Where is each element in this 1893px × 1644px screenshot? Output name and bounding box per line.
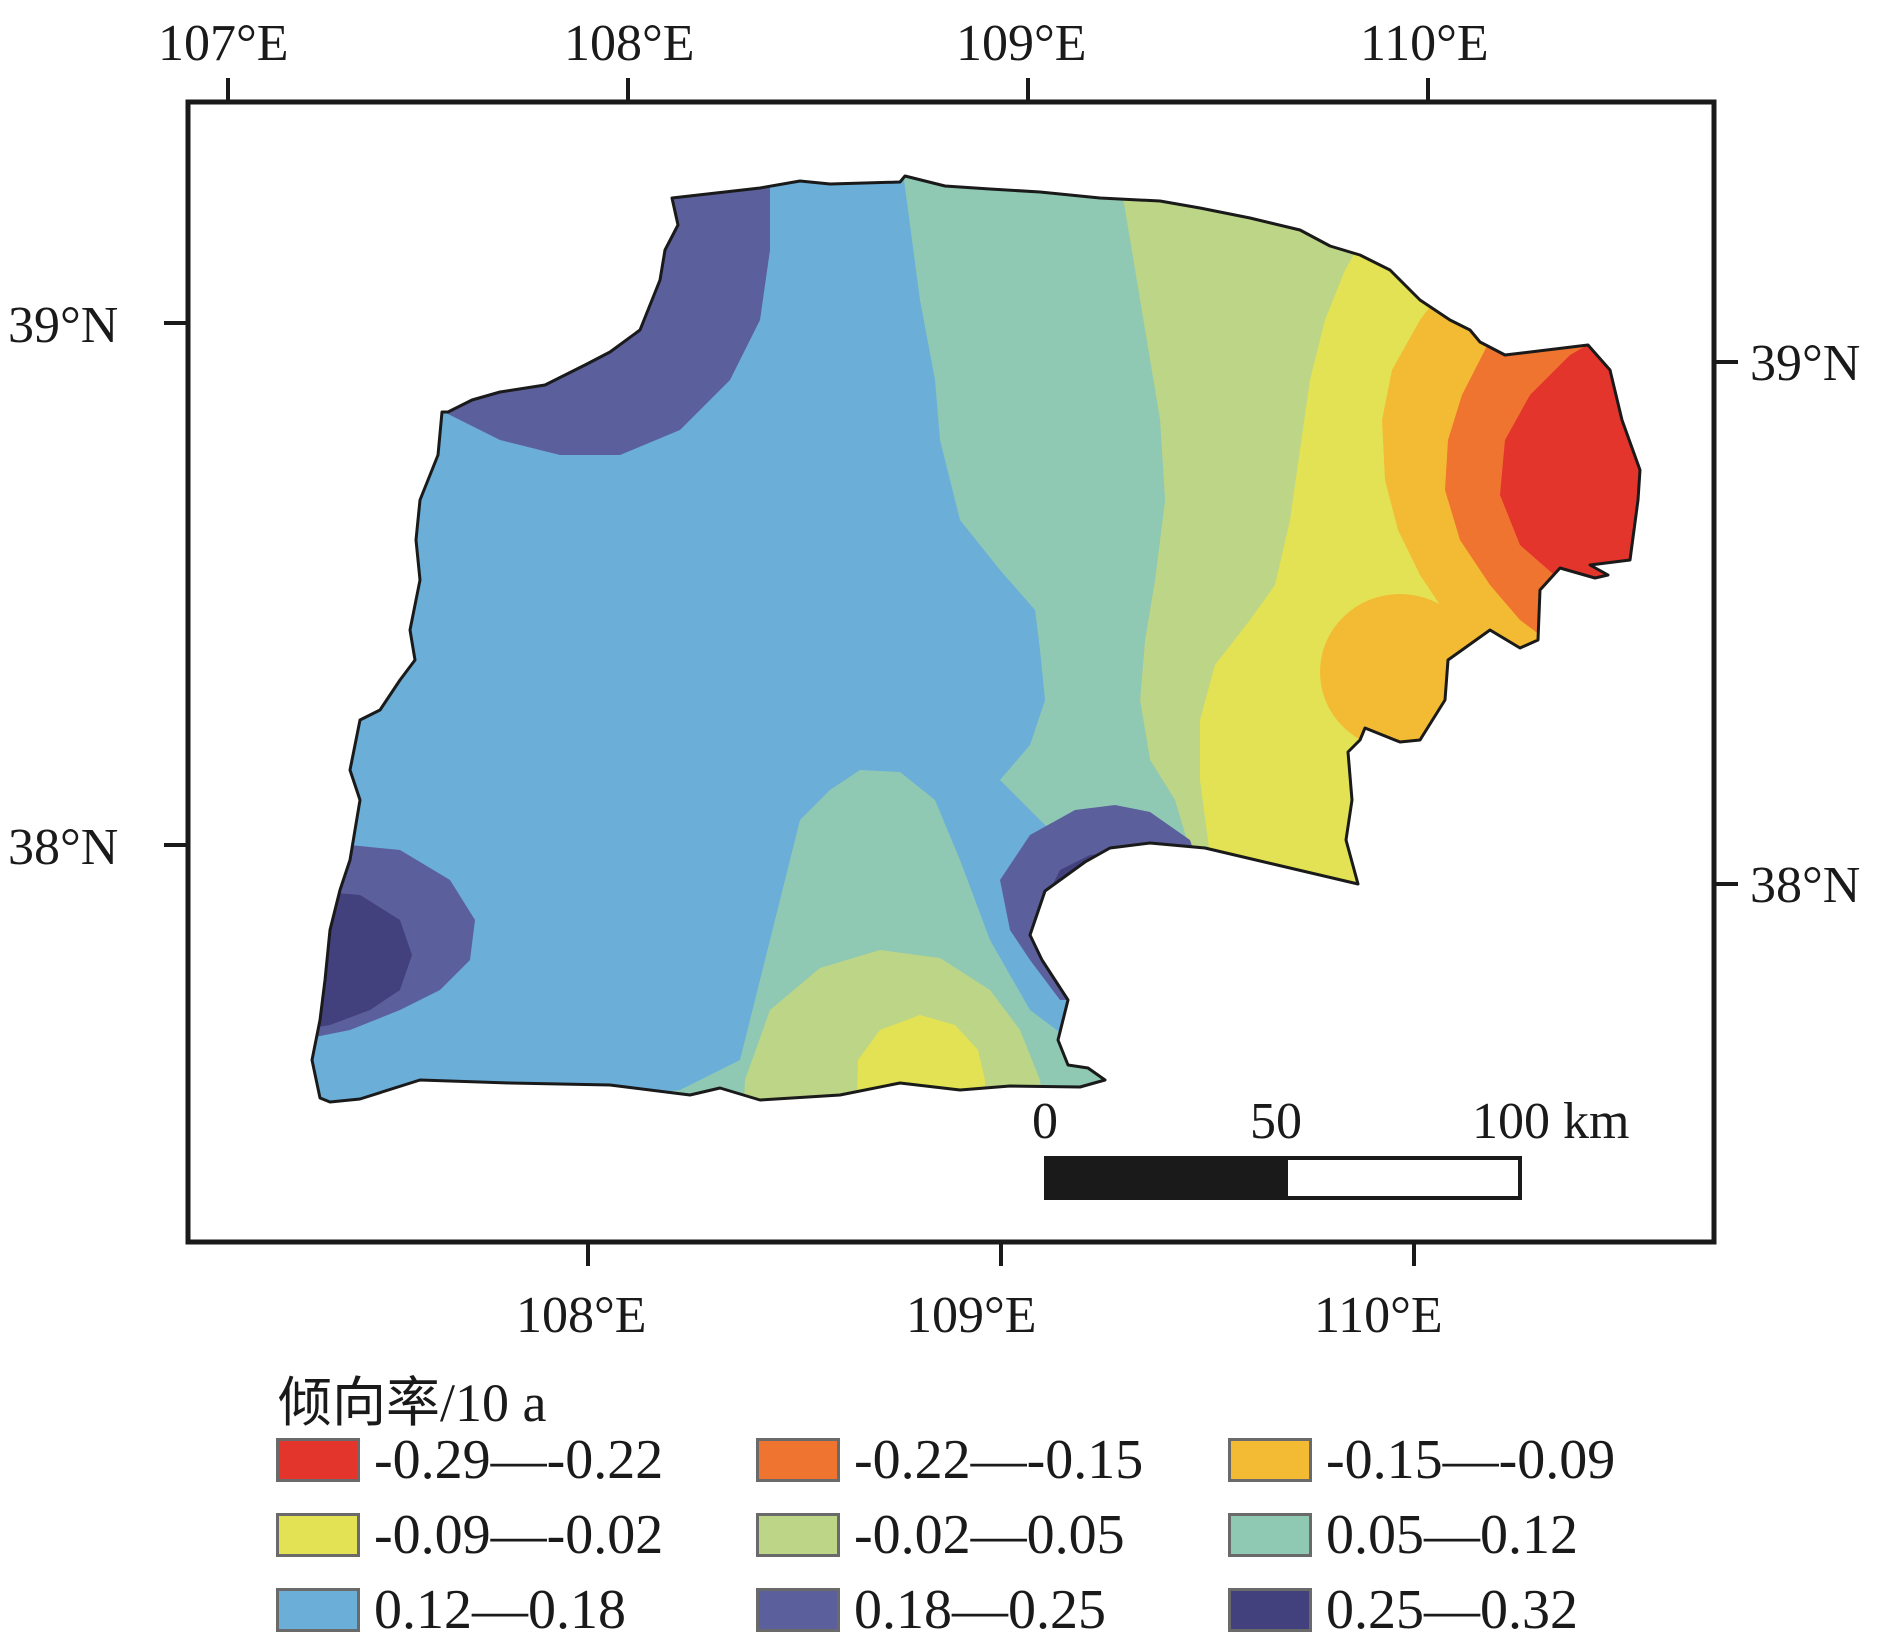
scale-bar bbox=[1044, 1156, 1522, 1200]
left-axis-label: 38°N bbox=[8, 819, 119, 876]
legend-swatch bbox=[1228, 1588, 1312, 1632]
legend-item: -0.15—-0.09 bbox=[1228, 1428, 1615, 1492]
legend-swatch bbox=[276, 1438, 360, 1482]
top-axis-label: 107°E bbox=[158, 15, 289, 72]
legend-label: -0.22—-0.15 bbox=[854, 1429, 1144, 1491]
legend-item: 0.05—0.12 bbox=[1228, 1503, 1578, 1567]
legend-swatch bbox=[756, 1513, 840, 1557]
top-axis-label: 110°E bbox=[1360, 15, 1489, 72]
legend-item: 0.18—0.25 bbox=[756, 1578, 1106, 1642]
scale-bar-label: 100 km bbox=[1472, 1093, 1630, 1150]
legend-item: -0.09—-0.02 bbox=[276, 1503, 663, 1567]
legend-label: -0.15—-0.09 bbox=[1326, 1429, 1616, 1491]
scale-bar-label: 50 bbox=[1250, 1093, 1302, 1150]
top-axis-label: 109°E bbox=[956, 15, 1087, 72]
legend-swatch bbox=[1228, 1438, 1312, 1482]
bottom-axis-label: 110°E bbox=[1314, 1287, 1443, 1344]
zone-0.09-0.02-south bbox=[855, 1015, 985, 1102]
legend-swatch bbox=[276, 1513, 360, 1557]
legend-title: 倾向率/10 a bbox=[278, 1373, 547, 1433]
legend-label: -0.29—-0.22 bbox=[374, 1429, 664, 1491]
legend-label: 0.12—0.18 bbox=[374, 1579, 626, 1641]
legend-label: -0.02—0.05 bbox=[854, 1504, 1125, 1566]
scale-bar-label: 0 bbox=[1032, 1093, 1058, 1150]
legend-swatch bbox=[276, 1588, 360, 1632]
legend-swatch bbox=[756, 1588, 840, 1632]
legend-swatch bbox=[1228, 1513, 1312, 1557]
zone-0.29-0.22 bbox=[1500, 335, 1640, 620]
legend-label: 0.05—0.12 bbox=[1326, 1504, 1578, 1566]
legend-item: -0.22—-0.15 bbox=[756, 1428, 1143, 1492]
map-frame bbox=[185, 99, 1717, 1245]
right-axis-label: 38°N bbox=[1750, 857, 1861, 914]
legend-item: 0.12—0.18 bbox=[276, 1578, 626, 1642]
axis-ticks bbox=[164, 78, 1738, 1266]
legend-label: 0.25—0.32 bbox=[1326, 1579, 1578, 1641]
bottom-axis-label: 108°E bbox=[516, 1287, 647, 1344]
legend-label: 0.18—0.25 bbox=[854, 1579, 1106, 1641]
legend-item: 0.25—0.32 bbox=[1228, 1578, 1578, 1642]
legend-item: -0.02—0.05 bbox=[756, 1503, 1125, 1567]
left-axis-label: 39°N bbox=[8, 297, 119, 354]
legend-label: -0.09—-0.02 bbox=[374, 1504, 664, 1566]
legend-item: -0.29—-0.22 bbox=[276, 1428, 663, 1492]
zone-0.05-0.12 bbox=[900, 176, 1205, 875]
bottom-axis-label: 109°E bbox=[906, 1287, 1037, 1344]
scale-bar-black-segment bbox=[1044, 1156, 1288, 1200]
right-axis-label: 39°N bbox=[1750, 335, 1861, 392]
scale-bar-white-segment bbox=[1284, 1156, 1522, 1200]
zone-0.15-0.09-centre bbox=[1320, 594, 1480, 750]
top-axis-label: 108°E bbox=[564, 15, 695, 72]
legend-swatch bbox=[756, 1438, 840, 1482]
region-boundary bbox=[310, 174, 1642, 1104]
